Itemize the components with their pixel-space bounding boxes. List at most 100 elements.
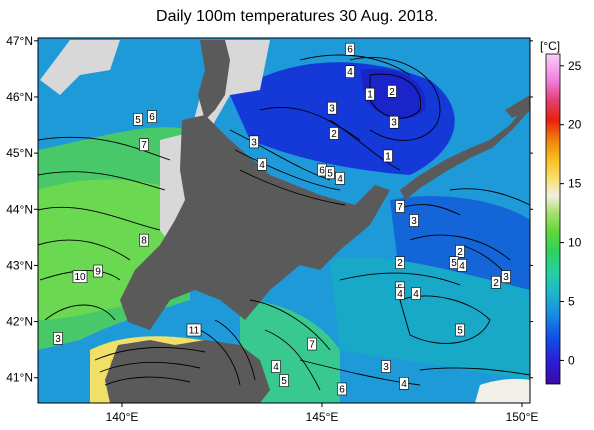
contour-label-box (329, 127, 339, 140)
contour-label-text: 3 (251, 137, 257, 148)
contour-label: 2 (455, 245, 465, 258)
contour-labels: 6412332567341654738109225423544531174536… (53, 42, 511, 395)
land-sakhalin (198, 40, 230, 120)
contour-label: 7 (307, 337, 317, 351)
contour-label-text: 2 (493, 278, 499, 289)
colorbar-ticks: 25 20 15 10 5 0 (560, 59, 582, 367)
contour-label-text: 1 (367, 90, 373, 101)
contour-label-text: 6 (149, 112, 155, 123)
contour-label-text: 6 (319, 165, 325, 176)
contour-label-box (387, 85, 397, 98)
contour-label: 5 (455, 323, 465, 337)
contour-label-box (345, 42, 355, 56)
contour-label-box (395, 256, 405, 269)
lon-tick-label: 140°E (106, 410, 139, 424)
contour-label: 4 (271, 360, 281, 373)
colorbar-gradient (545, 53, 561, 385)
nodata-sakhalin-west (40, 40, 120, 95)
land-northeast-cape (505, 95, 530, 118)
contour-label-box (389, 115, 399, 129)
contour-label: 4 (257, 158, 267, 171)
colorbar-tick-label: 5 (568, 295, 575, 309)
contour-label-text: 4 (401, 379, 407, 390)
contour-label-box (491, 275, 501, 289)
contour-label-box (395, 200, 405, 213)
contour-label-text: 10 (74, 272, 86, 283)
contour-label-text: 7 (397, 202, 403, 213)
contour-label-text: 11 (189, 326, 200, 337)
contour-label: 3 (381, 360, 391, 373)
contour-label-text: 4 (273, 362, 279, 373)
contour-label: 4 (335, 172, 345, 185)
contour-label-box (455, 323, 465, 337)
lat-tick-label: 41°N (6, 371, 33, 385)
contour-label-text: 3 (411, 216, 417, 227)
contour-label-text: 3 (383, 362, 389, 373)
contour-label: 4 (411, 287, 421, 300)
contour-label: 4 (457, 259, 467, 272)
contour-label-text: 1 (385, 151, 391, 162)
contour-label-box (72, 270, 88, 283)
contour-label-box (325, 166, 335, 180)
contour-label: 1 (365, 87, 375, 101)
contour-label-box (409, 214, 419, 227)
colorbar-tick-label: 20 (568, 118, 582, 132)
map-area (38, 38, 530, 403)
contour-label: 3 (249, 135, 259, 149)
contour-label-text: 4 (337, 174, 343, 185)
lon-tick-label: 150°E (506, 410, 539, 424)
contour-label: 3 (389, 115, 399, 129)
contour-label: 3 (501, 270, 511, 283)
contour-label-text: 5 (451, 258, 457, 269)
contour-label: 4 (345, 65, 355, 78)
contour-label-text: 2 (389, 87, 395, 98)
contour-label-text: 3 (503, 272, 509, 283)
land-kuril-chain (400, 100, 530, 200)
lat-tick-label: 42°N (6, 315, 33, 329)
contour-label-box (93, 264, 103, 278)
contour-label-box (455, 245, 465, 258)
contour-label-box (381, 360, 391, 373)
contour-label-box (139, 233, 149, 247)
contour-label: 3 (409, 214, 419, 227)
contour-label: 6 (147, 110, 157, 123)
contour-label-text: 5 (457, 326, 463, 337)
contour-label: 3 (327, 101, 337, 115)
contour-label: 6 (337, 382, 347, 395)
contour-label: 1 (383, 149, 393, 162)
colorbar-tick-label: 10 (568, 236, 582, 250)
colorbar-tick-label: 25 (568, 59, 582, 73)
southeast-pale (475, 378, 530, 403)
contour-label-box (279, 374, 289, 387)
contour-label: 2 (329, 127, 339, 140)
contour-label-text: 2 (397, 258, 403, 269)
contour-label-box (457, 259, 467, 272)
contour-label: 5 (325, 166, 335, 180)
latitude-axis: 47°N 46°N 45°N 44°N 43°N 42°N 41°N (6, 34, 533, 385)
contour-label-box (411, 287, 421, 300)
lon-tick-label: 145°E (306, 410, 339, 424)
east-pacific-teal (330, 257, 530, 380)
contour-label-text: 2 (331, 129, 337, 140)
contour-label-text: 6 (339, 384, 345, 395)
lat-tick-label: 43°N (6, 258, 33, 272)
contour-label-box (501, 270, 511, 283)
contour-label-box (249, 135, 259, 149)
colorbar-unit: [°C] (540, 39, 560, 53)
contour-label-box (147, 110, 157, 123)
longitude-axis: 140°E 145°E 150°E (106, 403, 539, 424)
contour-label-text: 4 (413, 289, 419, 300)
colorbar-tick-label: 0 (568, 353, 575, 367)
contour-label-box (345, 65, 355, 78)
contour-label-box (133, 113, 143, 126)
contour-label: 6 (345, 42, 355, 56)
contour-label-text: 5 (327, 168, 333, 179)
colorbar-tick-label: 15 (568, 177, 582, 191)
contour-label-box (399, 377, 409, 390)
contour-label-box (257, 158, 267, 171)
contour-label: 7 (139, 138, 149, 151)
contour-label-text: 6 (347, 45, 353, 56)
contour-label-box (139, 138, 149, 151)
map-title: Daily 100m temperatures 30 Aug. 2018. (156, 8, 438, 25)
